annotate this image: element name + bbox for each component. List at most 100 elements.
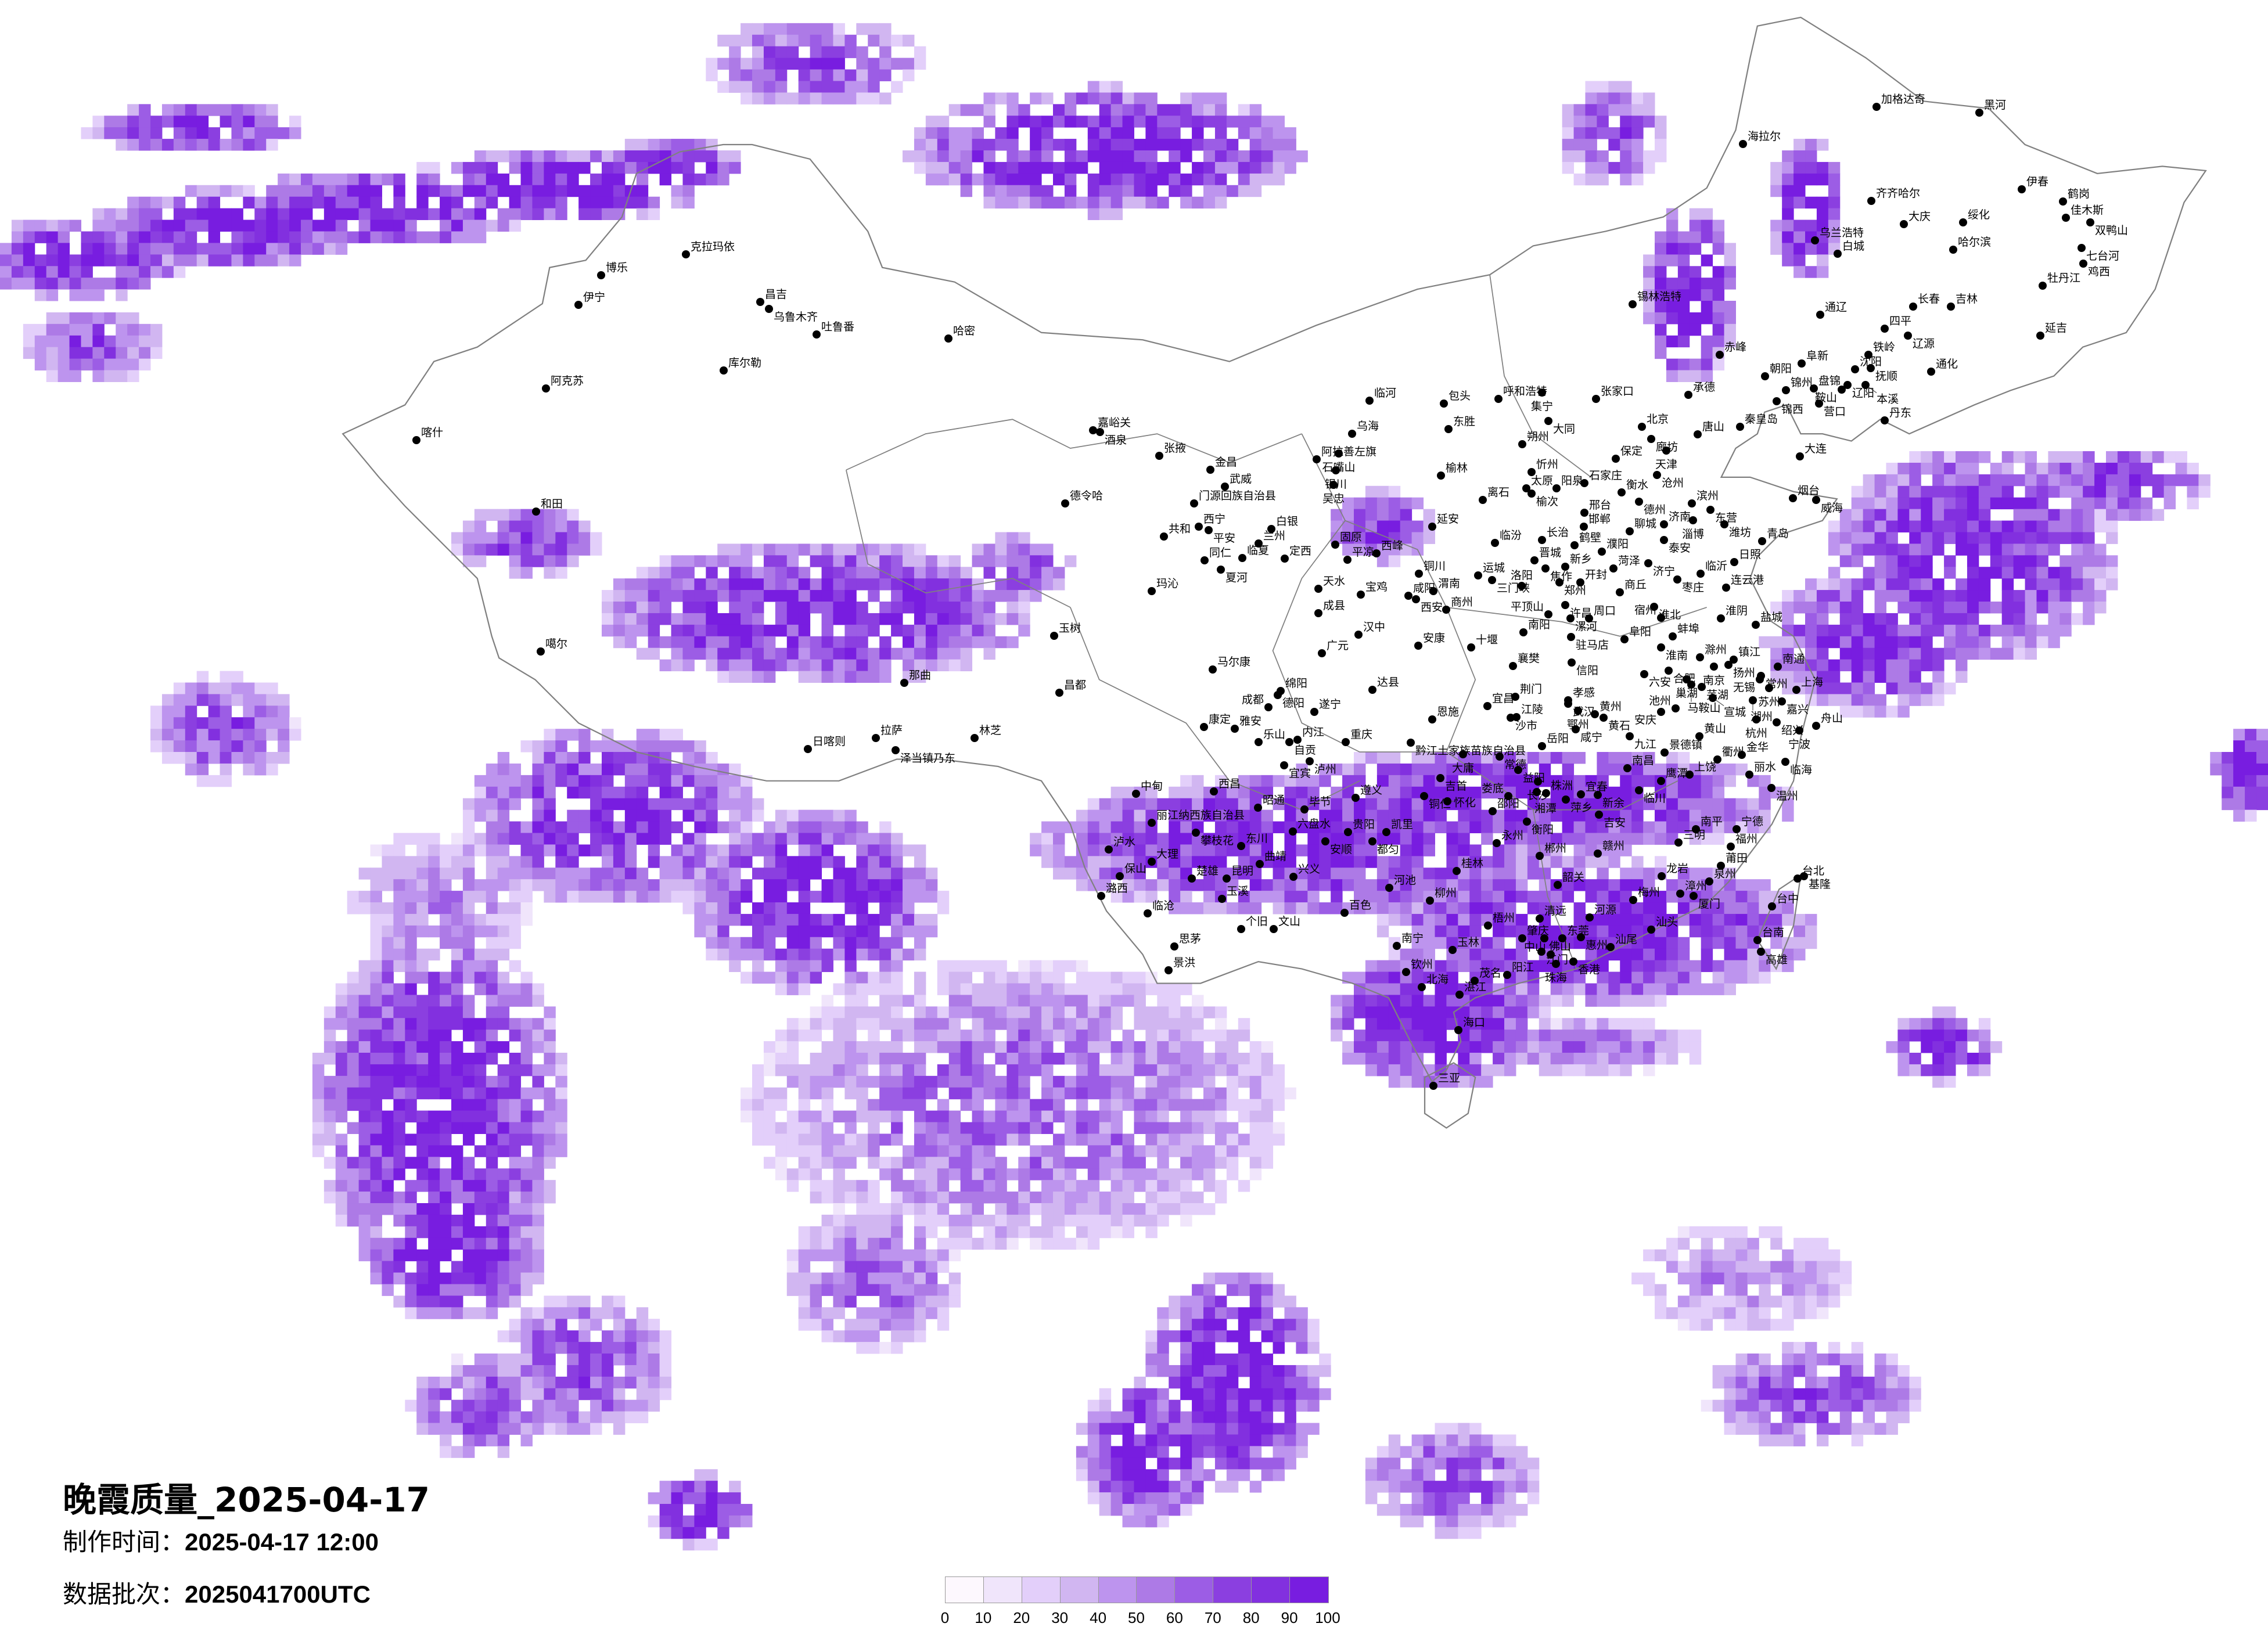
raster-cell — [486, 1030, 498, 1042]
raster-cell — [393, 879, 405, 891]
raster-cell — [1932, 1041, 1944, 1053]
raster-cell — [243, 104, 255, 116]
raster-cell — [69, 323, 81, 336]
raster-cell — [648, 798, 660, 811]
raster-cell — [208, 231, 221, 243]
raster-cell — [960, 1145, 973, 1157]
raster-cell — [69, 266, 81, 278]
raster-cell — [1805, 266, 1817, 278]
raster-cell — [1701, 786, 1713, 799]
raster-cell — [1851, 636, 1864, 649]
raster-cell — [1655, 960, 1667, 973]
raster-cell — [1539, 775, 1551, 787]
raster-cell — [2025, 451, 2037, 463]
raster-cell — [486, 925, 498, 938]
raster-cell — [891, 1018, 903, 1030]
raster-cell — [717, 786, 729, 799]
raster-cell — [798, 647, 811, 660]
raster-cell — [474, 1110, 487, 1123]
raster-cell — [127, 116, 139, 128]
raster-cell — [1839, 624, 1852, 637]
raster-cell — [868, 647, 880, 660]
raster-cell — [324, 231, 336, 243]
raster-cell — [567, 844, 579, 856]
raster-cell — [2094, 474, 2107, 487]
raster-cell — [729, 34, 741, 47]
raster-cell — [879, 1157, 892, 1169]
raster-cell — [1655, 116, 1667, 128]
raster-cell — [34, 335, 47, 348]
raster-cell — [2036, 555, 2048, 567]
raster-cell — [1956, 613, 1968, 625]
raster-cell — [1342, 1018, 1354, 1030]
raster-cell — [1712, 231, 1725, 243]
raster-cell — [393, 1110, 405, 1123]
raster-cell — [833, 1030, 845, 1042]
raster-cell — [1897, 624, 1910, 637]
raster-cell — [868, 913, 880, 926]
raster-cell — [879, 23, 892, 35]
raster-cell — [786, 567, 799, 579]
raster-cell — [1099, 1041, 1112, 1053]
raster-cell — [903, 1064, 915, 1077]
raster-cell — [786, 578, 799, 591]
raster-cell — [23, 335, 35, 348]
raster-cell — [1076, 116, 1088, 128]
raster-cell — [602, 185, 614, 197]
raster-cell — [1076, 1157, 1088, 1169]
raster-cell — [590, 208, 602, 221]
raster-cell — [891, 971, 903, 984]
raster-cell — [1249, 116, 1262, 128]
raster-cell — [2036, 520, 2048, 532]
raster-cell — [2245, 809, 2257, 822]
raster-cell — [1376, 1006, 1389, 1018]
raster-cell — [1007, 185, 1019, 197]
raster-cell — [1539, 809, 1551, 822]
raster-cell — [1284, 844, 1296, 856]
raster-cell — [1145, 104, 1158, 116]
raster-cell — [2187, 462, 2199, 475]
raster-cell — [2048, 520, 2060, 532]
raster-cell — [694, 821, 706, 833]
raster-cell — [1249, 173, 1262, 186]
raster-cell — [706, 590, 718, 602]
raster-cell — [1724, 798, 1736, 811]
raster-cell — [416, 161, 429, 174]
raster-cell — [1018, 1110, 1030, 1123]
raster-cell — [1631, 971, 1644, 984]
raster-cell — [1724, 335, 1736, 348]
raster-cell — [833, 1064, 845, 1077]
raster-cell — [81, 335, 93, 348]
raster-cell — [2233, 729, 2245, 741]
raster-cell — [1214, 150, 1227, 163]
raster-cell — [1110, 127, 1123, 139]
raster-cell — [486, 161, 498, 174]
raster-cell — [798, 613, 811, 625]
raster-cell — [2245, 740, 2257, 753]
raster-cell — [706, 555, 718, 567]
raster-cell — [1169, 1168, 1181, 1180]
raster-cell — [879, 856, 892, 868]
raster-cell — [1562, 833, 1575, 845]
raster-cell — [1249, 139, 1262, 151]
raster-cell — [1655, 809, 1667, 822]
raster-cell — [358, 1006, 371, 1018]
raster-cell — [1041, 555, 1054, 567]
raster-cell — [440, 1122, 452, 1134]
raster-cell — [671, 763, 683, 776]
raster-cell — [520, 1110, 533, 1123]
raster-cell — [1863, 578, 1875, 591]
raster-cell — [1007, 1192, 1019, 1204]
raster-cell — [1921, 659, 1933, 672]
raster-cell — [231, 717, 243, 729]
raster-cell — [116, 312, 128, 325]
raster-cell — [694, 844, 706, 856]
raster-cell — [1689, 786, 1702, 799]
raster-cell — [532, 1157, 544, 1169]
raster-cell — [1076, 1192, 1088, 1204]
raster-cell — [1076, 150, 1088, 163]
raster-cell — [1458, 798, 1470, 811]
raster-cell — [786, 1110, 799, 1123]
raster-cell — [358, 208, 371, 221]
raster-cell — [1585, 775, 1597, 787]
